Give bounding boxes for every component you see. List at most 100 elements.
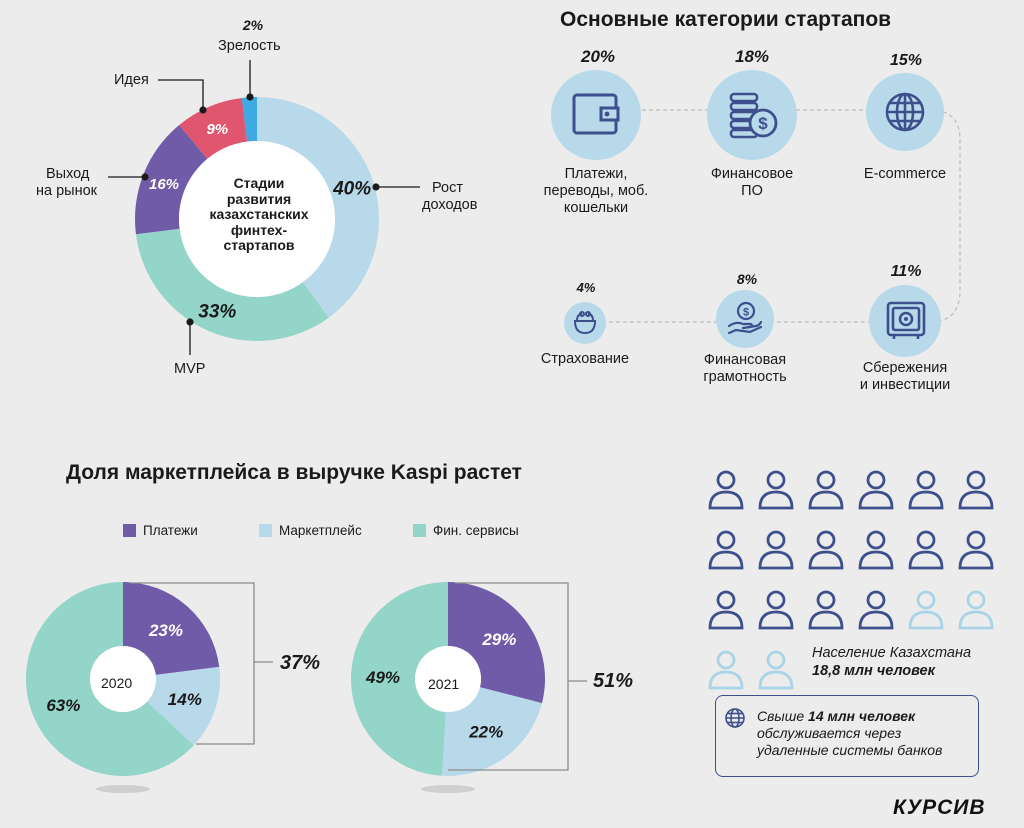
- population-caption: Население Казахстана 18,8 млн человек: [812, 644, 971, 680]
- year-label-2021: 2021: [428, 676, 460, 692]
- person-icon: [858, 530, 894, 570]
- remote-banking-line: Свыше 14 млн человек: [757, 708, 942, 725]
- stages-center-line: развития: [226, 190, 292, 207]
- legend-label: Фин. сервисы: [433, 523, 519, 538]
- person-icon: [908, 470, 944, 510]
- population-line: Население Казахстана: [812, 645, 972, 661]
- stages-center-title: Стадии развития казахстанских финтех- ст…: [183, 175, 335, 254]
- legend-item-marketplace: Маркетплейс: [259, 523, 362, 538]
- kaspi-2020-value-label: 63%: [46, 696, 80, 715]
- kaspi-title: Доля маркетплейса в выручке Kaspi растет: [66, 461, 522, 484]
- legend-swatch: [413, 524, 426, 537]
- hand-coin-icon: $: [727, 301, 763, 335]
- year-label-2020: 2020: [101, 675, 133, 691]
- person-icon: [958, 470, 994, 510]
- category-label-line: кошельки: [563, 200, 629, 216]
- category-pct: 11%: [890, 263, 922, 280]
- category-pct: 4%: [576, 280, 596, 295]
- stages-value-label: 16%: [149, 176, 179, 193]
- growth-label: Рост доходов: [422, 180, 477, 214]
- stages-value-label: 9%: [206, 121, 228, 138]
- kaspi-2021-slice-fin-services: [351, 582, 448, 776]
- purse-icon: [573, 311, 597, 335]
- category-label-line: переводы, моб.: [543, 183, 649, 199]
- stages-donut-hole: [179, 141, 335, 297]
- category-label-line: грамотность: [703, 369, 787, 385]
- person-icon: [708, 470, 744, 510]
- legend-label: Маркетплейс: [279, 523, 362, 538]
- category-pct: 18%: [734, 47, 770, 66]
- category-label: E-commerce: [863, 166, 947, 182]
- stages-value-label: 40%: [332, 179, 371, 200]
- person-icon: [908, 590, 944, 630]
- maturity-label: Зрелость: [218, 38, 281, 54]
- kaspi-2021-slice-marketplace: [441, 687, 542, 776]
- stages-donut-chart: 40% 33% 16% 9%: [108, 60, 420, 355]
- legend-swatch: [259, 524, 272, 537]
- person-icon: [708, 530, 744, 570]
- idea-label: Идея: [114, 72, 149, 88]
- remote-banking-text: Свыше 14 млн человек обслуживается через…: [757, 708, 942, 759]
- category-icon-bg: [551, 70, 641, 160]
- kaspi-donut-hole: [415, 646, 481, 712]
- category-icon-bg: [869, 285, 941, 357]
- svg-text:$: $: [743, 307, 749, 319]
- kaspi-2020-value-label: 23%: [148, 621, 183, 640]
- category-pct: 20%: [580, 47, 616, 66]
- category-label: Финансовое ПО: [692, 166, 812, 200]
- person-icon: [858, 470, 894, 510]
- stages-slice-mvp: [135, 228, 329, 341]
- coins-dollar-icon: $: [729, 92, 778, 139]
- globe-icon: [725, 708, 745, 728]
- person-icon: [958, 590, 994, 630]
- stages-slice-maturity: [241, 97, 257, 142]
- category-label-line: Платежи,: [564, 166, 628, 182]
- wallet-icon: [572, 93, 620, 135]
- kaspi-2021-value-label: 49%: [365, 668, 400, 687]
- categories-title: Основные категории стартапов: [560, 8, 892, 31]
- category-label: Сбережения и инвестиции: [840, 360, 970, 394]
- person-icon: [708, 590, 744, 630]
- remote-banking-line: удаленные системы банков: [757, 742, 943, 758]
- market-label: Выход на рынок: [36, 166, 97, 200]
- svg-text:$: $: [758, 114, 768, 133]
- person-icon: [758, 530, 794, 570]
- growth-label-line: доходов: [422, 197, 478, 213]
- maturity-pct: 2%: [242, 17, 264, 33]
- stages-slice-growth: [257, 97, 379, 318]
- category-icon-bg: [564, 302, 606, 344]
- stages-center-line: Стадии: [233, 175, 285, 191]
- remote-banking-line: обслуживается через: [757, 725, 902, 741]
- kaspi-2021-value-label: 22%: [468, 723, 503, 742]
- person-icon: [808, 470, 844, 510]
- kaspi-2020-slice-fin-services: [25, 582, 194, 776]
- stages-center-line: финтех-: [230, 221, 288, 238]
- category-label-line: Сбережения: [862, 360, 948, 376]
- kaspi-2020-slice-marketplace: [147, 666, 220, 746]
- person-icon: [958, 530, 994, 570]
- stages-slice-idea: [179, 97, 248, 159]
- kaspi-2021-value-label: 29%: [481, 630, 516, 649]
- kaspi-2021-slice-payments: [448, 582, 545, 704]
- legend-item-payments: Платежи: [123, 523, 198, 538]
- category-label-line: и инвестиции: [859, 377, 951, 393]
- brand-logo: КУРСИВ: [893, 796, 986, 819]
- person-icon: [858, 590, 894, 630]
- person-icon: [708, 650, 744, 690]
- kaspi-2020-slice-payments: [123, 582, 220, 675]
- category-pct: 8%: [736, 271, 758, 287]
- category-label: Платежи, переводы, моб. кошельки: [526, 166, 666, 217]
- person-icon: [808, 530, 844, 570]
- person-icon: [908, 530, 944, 570]
- kaspi-2020-value-label: 14%: [168, 690, 202, 709]
- person-icon: [758, 590, 794, 630]
- safe-icon: [886, 301, 926, 339]
- remote-banking-pre: Свыше: [757, 708, 809, 724]
- person-icon: [758, 470, 794, 510]
- legend-label: Платежи: [143, 523, 198, 538]
- category-label: Страхование: [540, 351, 630, 367]
- bracket-total-2020: 37%: [280, 652, 321, 674]
- remote-banking-bold: 14 млн человек: [808, 708, 916, 724]
- globe-icon: [885, 92, 925, 132]
- stages-center-line: казахстанских: [209, 206, 309, 222]
